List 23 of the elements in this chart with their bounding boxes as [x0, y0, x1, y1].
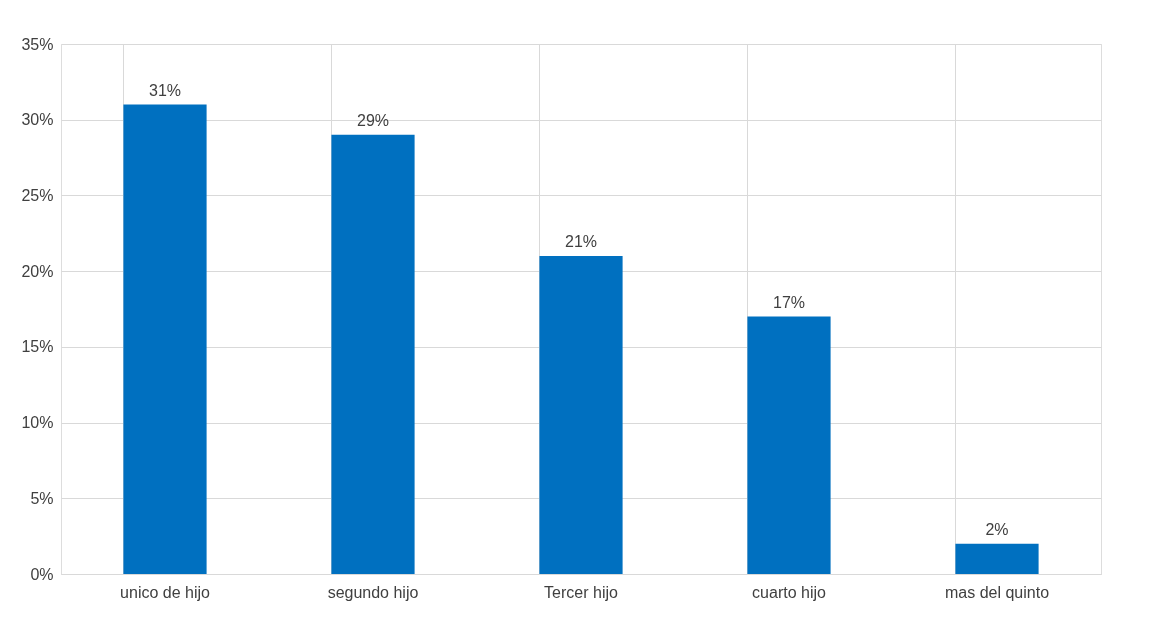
x-tick-label: Tercer hijo	[544, 583, 618, 601]
data-label: 29%	[356, 111, 390, 129]
y-tick-label: 0%	[30, 565, 54, 583]
data-label: 17%	[772, 293, 806, 311]
x-tick-label: segundo hijo	[327, 583, 419, 601]
x-tick-label: mas del quinto	[944, 583, 1050, 601]
bar	[123, 104, 207, 574]
y-tick-label: 30%	[21, 111, 54, 129]
y-tick-label: 25%	[21, 186, 54, 204]
data-label: 2%	[985, 520, 1009, 538]
bar	[955, 543, 1039, 574]
y-tick-label: 10%	[21, 414, 54, 432]
x-tick-label: unico de hijo	[120, 583, 211, 601]
bar	[747, 316, 831, 574]
bar	[539, 256, 623, 574]
y-tick-label: 20%	[21, 262, 54, 280]
x-tick-label: cuarto hijo	[752, 583, 827, 601]
data-label: 21%	[564, 233, 598, 250]
y-tick-label: 35%	[21, 35, 54, 53]
y-tick-label: 15%	[21, 338, 54, 356]
data-label: 31%	[148, 81, 182, 99]
y-tick-label: 5%	[30, 489, 54, 507]
bar	[331, 134, 415, 574]
